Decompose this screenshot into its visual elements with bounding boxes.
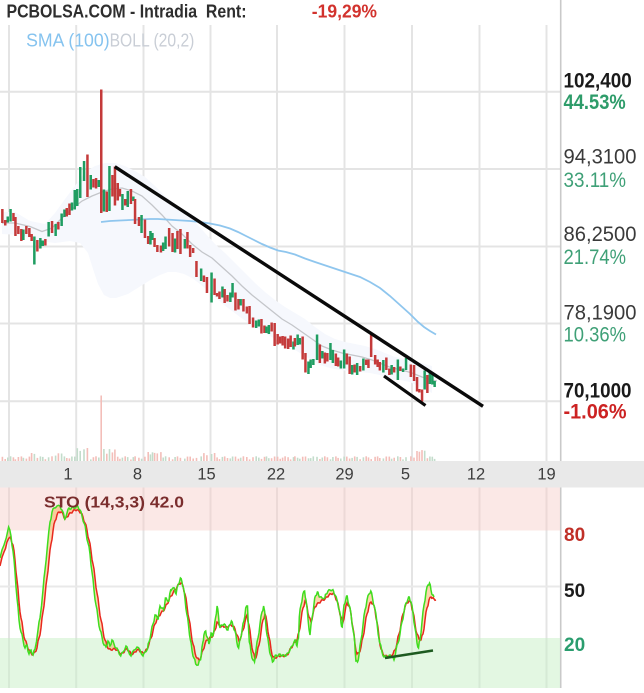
svg-text:29: 29 — [335, 466, 353, 484]
svg-text:86,2500: 86,2500 — [564, 223, 637, 246]
svg-text:70,1000: 70,1000 — [564, 379, 632, 402]
svg-text:44.53%: 44.53% — [564, 91, 626, 114]
svg-text:8: 8 — [133, 466, 142, 484]
svg-text:STO (14,3,3) 42.0: STO (14,3,3) 42.0 — [44, 495, 184, 512]
svg-text:1: 1 — [63, 466, 72, 484]
svg-text:78,1900: 78,1900 — [564, 302, 637, 325]
svg-text:80: 80 — [564, 525, 585, 546]
svg-text:-19,29%: -19,29% — [312, 2, 377, 22]
svg-text:5: 5 — [401, 466, 410, 484]
svg-text:94,3100: 94,3100 — [564, 146, 637, 169]
svg-text:20: 20 — [564, 635, 585, 656]
svg-text:21.74%: 21.74% — [564, 246, 627, 269]
svg-text:19: 19 — [537, 466, 555, 484]
svg-text:SMA (100): SMA (100) — [26, 31, 110, 51]
svg-text:12: 12 — [467, 466, 485, 484]
svg-text:33.11%: 33.11% — [564, 169, 627, 192]
svg-text:PCBOLSA.COM - Intradia Rent:: PCBOLSA.COM - Intradia Rent: — [7, 2, 247, 22]
svg-text:50: 50 — [564, 581, 585, 602]
svg-text:22: 22 — [267, 466, 285, 484]
svg-text:10.36%: 10.36% — [564, 324, 627, 347]
svg-text:BOLL (20,2): BOLL (20,2) — [110, 31, 195, 51]
svg-text:-1.06%: -1.06% — [564, 400, 627, 423]
svg-text:102,400: 102,400 — [564, 70, 632, 93]
svg-text:15: 15 — [197, 466, 215, 484]
